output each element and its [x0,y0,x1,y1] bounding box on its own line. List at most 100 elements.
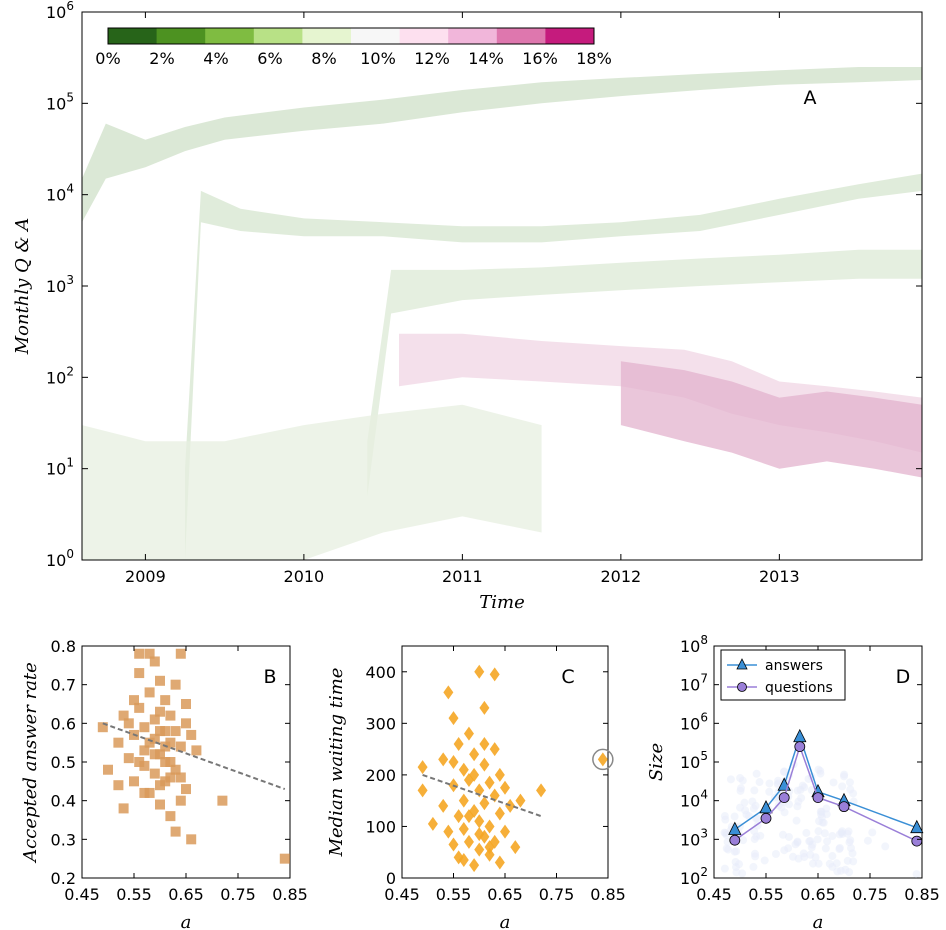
cloud-point [780,808,789,817]
y-tick-label: 108 [680,633,708,656]
x-tick-label: 2012 [601,567,642,586]
data-point [181,699,191,709]
cloud-point [732,863,741,872]
cloud-point [752,769,761,778]
cloud-point [881,842,890,851]
x-tick-label: 2011 [442,567,483,586]
series-band-4 [620,361,922,478]
cloud-point [736,786,745,795]
cloud-point [751,852,760,861]
data-point [160,776,171,787]
data-point-questions [812,792,824,804]
colorbar-frame [107,27,595,45]
cloud-point [784,844,793,853]
cloud-point [721,815,730,824]
cloud-point [739,836,748,845]
cloud-point [828,852,837,861]
cloud-point [805,837,814,846]
y-tick-label: 400 [365,663,396,682]
panel-label-b: B [263,666,276,688]
cloud-point [817,810,826,819]
panel-label-a: A [804,87,817,109]
colorbar-tick-label: 12% [414,49,450,68]
cloud-point [751,801,760,810]
cloud-point [793,837,802,846]
outlier-circle [592,748,614,771]
cloud-point [840,770,849,779]
data-point [474,664,485,679]
data-point [134,757,145,767]
data-point-questions [760,812,772,824]
data-point-questions [794,741,806,753]
cloud-point [837,828,846,837]
cloud-point [750,835,759,844]
data-point [463,809,474,824]
y-tick-label: 102 [46,364,74,387]
cloud-point [741,806,750,815]
data-point [175,795,186,806]
data-point [484,819,495,834]
cloud-point [800,853,809,862]
x-axis-label: Time [479,592,524,613]
data-point [443,824,454,839]
y-tick-label: 300 [365,714,396,733]
data-point [144,737,155,748]
data-point [474,842,485,857]
cloud-point [793,786,802,795]
data-point [484,847,495,862]
cloud-point [912,870,921,879]
y-tick-label: 107 [680,672,708,695]
colorbar-segment [205,28,255,44]
cloud-point [807,786,816,795]
colorbar-segment [545,28,595,44]
cloud-point [832,859,841,868]
cloud-point [847,844,856,853]
panel-c: a Median waiting time C [326,645,614,930]
data-point [469,747,480,762]
x-tick-label: 0.85 [590,885,626,904]
x-tick-label: 0.75 [220,885,256,904]
cloud-point [815,817,824,826]
cloud-point [822,804,831,813]
cloud-point [835,830,844,839]
y-tick-label: 0 [386,869,396,888]
colorbar-segment [108,28,158,44]
data-point [155,675,165,686]
legend-label: questions [765,680,833,696]
data-point [175,741,186,752]
cloud-point [731,857,740,866]
cloud-point [779,767,788,776]
x-tick-label: 0.45 [64,885,100,904]
data-point [170,826,181,837]
legend-label: answers [765,658,823,674]
y-tick-label: 106 [680,710,708,733]
colorbar: 0% 2% 4% 6% 8% 10% 12% 14% 16% 18% [95,27,612,68]
data-point [139,722,150,733]
series-band-0 [82,67,922,223]
cloud-point [816,769,825,778]
colorbar-tick-label: 18% [576,49,612,68]
cloud-point [730,847,739,856]
colorbar-segment [351,28,401,44]
cloud-point [816,766,825,775]
colorbar-segment [496,28,546,44]
cloud-point [808,840,817,849]
cloud-point [760,856,769,865]
cloud-point [742,810,751,819]
cloud-point [835,845,844,854]
data-point [494,806,505,821]
data-point [144,787,155,798]
cloud-point [722,831,731,840]
cloud-point [720,812,729,821]
cloud-point [736,784,745,793]
cloud-point [780,767,789,776]
panel-label-c: C [561,666,574,688]
colorbar-segment [253,28,303,44]
data-point-answers [910,819,924,834]
cloud-point [845,838,854,847]
data-point [165,710,176,721]
colorbar-tick-label: 8% [311,49,336,68]
series-band-1 [185,173,922,560]
cloud-point [748,797,757,806]
data-point [134,668,145,679]
